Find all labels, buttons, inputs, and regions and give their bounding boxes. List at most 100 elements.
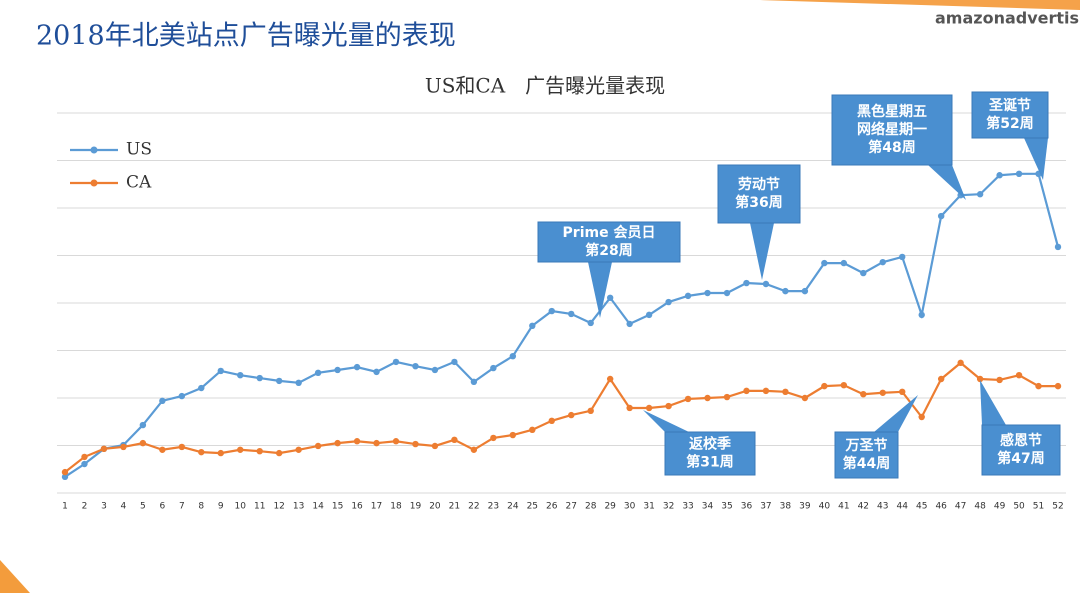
data-point xyxy=(159,446,166,453)
x-tick-label: 32 xyxy=(663,502,674,512)
data-point xyxy=(81,460,88,468)
x-tick-label: 23 xyxy=(488,502,499,512)
data-point xyxy=(529,322,536,329)
data-point xyxy=(81,453,88,461)
data-point xyxy=(645,311,653,319)
data-point xyxy=(821,259,828,267)
callout-pointer xyxy=(928,165,966,200)
callout-text: Prime 会员日 xyxy=(563,224,656,241)
legend-label: CA xyxy=(126,173,152,193)
callout-text: 第48周 xyxy=(868,139,915,156)
x-tick-label: 17 xyxy=(371,502,382,512)
data-point xyxy=(431,366,439,374)
legend-label: US xyxy=(126,140,152,160)
callout-text: 劳动节 xyxy=(738,176,780,193)
x-tick-label: 41 xyxy=(838,502,849,512)
data-point xyxy=(606,294,614,301)
data-point xyxy=(782,388,789,396)
callout-pointer xyxy=(643,410,689,432)
data-point xyxy=(275,449,283,457)
x-tick-label: 9 xyxy=(218,502,224,512)
callout-box xyxy=(537,221,681,263)
data-point xyxy=(373,439,380,447)
x-tick-label: 37 xyxy=(760,502,771,512)
data-point xyxy=(139,439,147,447)
data-point xyxy=(470,378,478,386)
data-point xyxy=(976,191,984,198)
series-line xyxy=(64,361,1058,473)
data-point xyxy=(470,446,478,453)
data-point xyxy=(665,402,672,410)
data-point xyxy=(762,387,770,395)
callout-text: 第44周 xyxy=(843,455,890,472)
callout-pointer xyxy=(980,380,1006,425)
data-point xyxy=(392,438,400,445)
data-point xyxy=(626,320,633,328)
data-point xyxy=(996,376,1003,384)
data-point xyxy=(568,310,575,318)
callout-box xyxy=(834,431,899,479)
data-point xyxy=(412,362,419,370)
callout-pointer xyxy=(588,262,612,318)
data-point xyxy=(295,446,302,453)
data-point xyxy=(937,212,945,220)
x-tick-label: 3 xyxy=(101,502,107,512)
data-point xyxy=(879,258,886,266)
data-point xyxy=(412,440,419,448)
x-tick-label: 22 xyxy=(468,502,479,512)
data-point xyxy=(743,279,750,287)
decor xyxy=(760,0,1080,10)
data-point xyxy=(665,298,672,306)
legend-marker xyxy=(90,146,98,154)
callout-text: 第31周 xyxy=(686,454,733,471)
x-tick-label: 18 xyxy=(390,502,402,512)
callout-text: 网络星期一 xyxy=(857,121,927,138)
x-tick-label: 34 xyxy=(702,502,714,512)
x-tick-label: 43 xyxy=(877,502,888,512)
callout-text: 圣诞节 xyxy=(988,97,1031,114)
x-tick-label: 24 xyxy=(507,502,519,512)
x-tick-label: 1 xyxy=(62,502,68,512)
x-tick-label: 31 xyxy=(643,502,654,512)
data-point xyxy=(100,445,108,453)
callout-text: 第36周 xyxy=(735,194,782,211)
data-point xyxy=(684,292,692,300)
data-point xyxy=(879,389,886,396)
data-point xyxy=(568,411,575,419)
x-tick-label: 21 xyxy=(449,502,460,512)
x-tick-label: 12 xyxy=(273,502,284,512)
data-point xyxy=(451,358,458,366)
callout-pointer xyxy=(750,223,774,280)
x-tick-label: 52 xyxy=(1052,502,1063,512)
data-point xyxy=(957,359,964,367)
data-point xyxy=(256,374,263,382)
data-point xyxy=(996,172,1003,179)
data-point xyxy=(353,438,361,445)
data-point xyxy=(762,280,770,288)
callout-box xyxy=(664,431,756,476)
x-tick-label: 8 xyxy=(198,502,204,512)
x-tick-label: 50 xyxy=(1013,502,1025,512)
x-tick-label: 6 xyxy=(159,502,165,512)
data-point xyxy=(548,307,555,315)
data-point xyxy=(626,404,633,412)
data-point xyxy=(509,353,517,360)
data-point xyxy=(392,358,400,366)
data-point xyxy=(178,443,186,451)
x-tick-label: 36 xyxy=(741,502,753,512)
data-point xyxy=(217,449,224,457)
x-tick-label: 27 xyxy=(566,502,577,512)
data-point xyxy=(217,367,224,375)
x-tick-label: 7 xyxy=(179,502,185,512)
x-tick-label: 46 xyxy=(935,502,947,512)
data-point xyxy=(334,366,341,374)
data-point xyxy=(840,381,848,389)
data-point xyxy=(918,413,925,421)
data-point xyxy=(256,448,263,455)
data-point xyxy=(490,434,497,442)
x-tick-label: 30 xyxy=(624,502,636,512)
callout-text: 第28周 xyxy=(585,242,632,259)
data-point xyxy=(490,364,497,372)
data-point xyxy=(976,375,984,383)
